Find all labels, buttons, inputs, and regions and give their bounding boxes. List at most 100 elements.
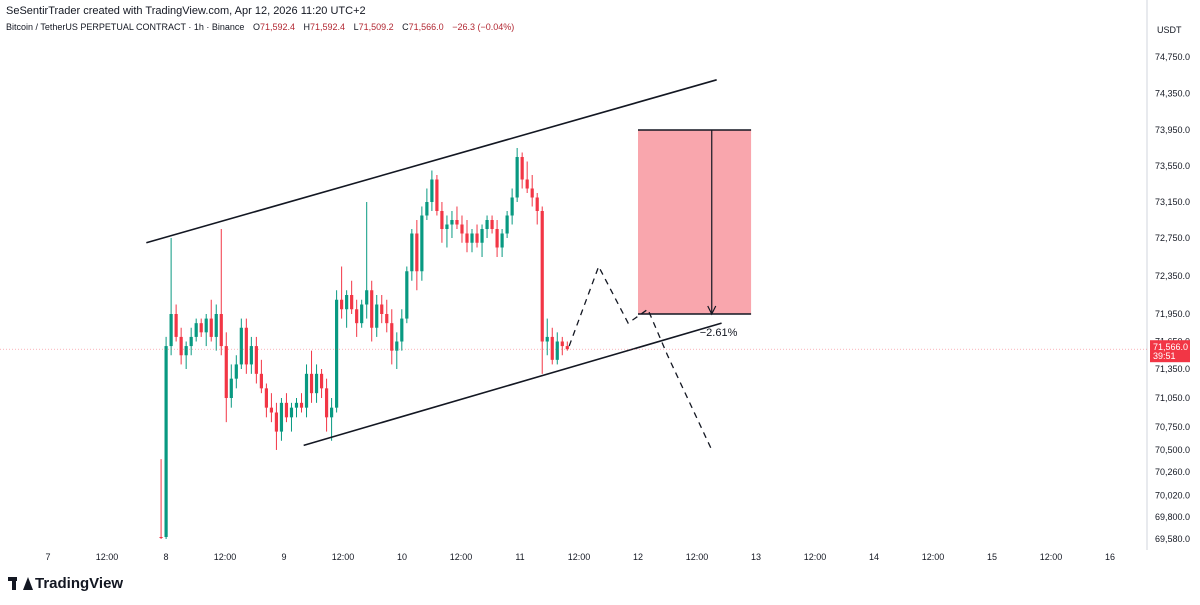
- price-tick-label: 71,350.0: [1155, 364, 1190, 374]
- candle: [269, 393, 274, 423]
- candle: [375, 295, 379, 337]
- candle: [279, 398, 284, 441]
- candle: [525, 161, 529, 193]
- candle: [505, 211, 509, 238]
- candle: [405, 266, 409, 324]
- price-tick-label: 70,500.0: [1155, 445, 1190, 455]
- candle: [340, 266, 344, 319]
- candle: [380, 295, 384, 324]
- candle: [209, 299, 213, 342]
- candle: [440, 202, 444, 243]
- candle: [284, 393, 289, 423]
- candle: [159, 459, 163, 539]
- candle: [214, 304, 218, 351]
- projection-path[interactable]: [568, 264, 713, 451]
- candle: [495, 220, 499, 257]
- candle: [329, 398, 334, 441]
- bar-countdown-label: 39:51: [1153, 351, 1176, 361]
- measure-arrow-head: [707, 305, 717, 316]
- time-tick-label: 12:00: [214, 552, 237, 562]
- channel-lower-line[interactable]: [303, 322, 722, 447]
- price-unit-label: USDT: [1157, 25, 1182, 35]
- candle: [545, 318, 549, 356]
- candle: [244, 318, 248, 374]
- candle: [169, 238, 173, 356]
- price-tick-label: 71,950.0: [1155, 309, 1190, 319]
- candle: [199, 318, 203, 337]
- candle: [194, 318, 198, 342]
- price-tick-label: 72,750.0: [1155, 233, 1190, 243]
- tradingview-logo[interactable]: TradingView: [8, 575, 123, 592]
- price-tick-label: 71,050.0: [1155, 393, 1190, 403]
- low-value: 71,509.2: [358, 22, 394, 32]
- candle: [299, 393, 304, 413]
- candle: [430, 170, 434, 211]
- candle: [550, 327, 554, 365]
- candle: [355, 299, 359, 337]
- time-tick-label: 12:00: [96, 552, 119, 562]
- candle: [365, 202, 369, 319]
- candle: [535, 193, 539, 225]
- candle: [445, 215, 449, 248]
- candle: [224, 332, 228, 423]
- target-range-box[interactable]: [638, 130, 752, 314]
- symbol-title[interactable]: Bitcoin / TetherUS PERPETUAL CONTRACT · …: [6, 22, 245, 32]
- tradingview-logo-icon: [8, 576, 33, 591]
- current-price-badge: [1150, 340, 1190, 363]
- candle: [515, 148, 519, 202]
- candle: [179, 327, 183, 365]
- current-price-label: 71,566.0: [1153, 342, 1188, 352]
- price-tick-label: 74,750.0: [1155, 52, 1190, 62]
- candle: [345, 290, 349, 328]
- candle: [304, 364, 309, 418]
- candle: [335, 290, 339, 413]
- time-tick-label: 12:00: [922, 552, 945, 562]
- candle: [174, 304, 178, 342]
- time-tick-label: 10: [397, 552, 407, 562]
- candle: [264, 383, 268, 418]
- candle: [530, 175, 534, 207]
- candle: [420, 206, 424, 281]
- change-value: −26.3 (−0.04%): [452, 22, 515, 32]
- candle: [500, 229, 504, 257]
- channel-upper-line[interactable]: [146, 79, 717, 244]
- candles-layer: [159, 148, 569, 539]
- candle: [560, 336, 564, 356]
- price-tick-label: 69,580.0: [1155, 534, 1190, 544]
- candle: [219, 229, 223, 356]
- candle: [450, 211, 454, 238]
- candle: [319, 369, 324, 398]
- time-tick-label: 12: [633, 552, 643, 562]
- candle: [204, 314, 208, 347]
- open-value: 71,592.4: [259, 22, 295, 32]
- candle: [309, 350, 314, 403]
- candle: [239, 318, 243, 369]
- candle: [350, 280, 354, 314]
- candle: [540, 206, 544, 374]
- high-value: 71,592.4: [310, 22, 346, 32]
- candle: [360, 299, 364, 328]
- candle: [460, 215, 464, 243]
- candle: [410, 229, 414, 281]
- candle: [234, 355, 238, 389]
- candle: [435, 175, 439, 216]
- time-tick-label: 12:00: [804, 552, 827, 562]
- candle: [490, 215, 494, 234]
- candle: [324, 378, 329, 432]
- time-tick-label: 11: [515, 552, 524, 562]
- price-tick-label: 73,150.0: [1155, 197, 1190, 207]
- open-label: O: [252, 22, 260, 32]
- candle: [254, 336, 258, 384]
- time-tick-label: 15: [987, 552, 997, 562]
- price-tick-label: 73,950.0: [1155, 125, 1190, 135]
- time-tick-label: 12:00: [1040, 552, 1063, 562]
- price-tick-label: 69,800.0: [1155, 512, 1190, 522]
- chart-credit: SeSentirTrader created with TradingView.…: [6, 5, 366, 17]
- measure-percent-label: −2.61%: [700, 327, 738, 339]
- price-tick-label: 72,350.0: [1155, 271, 1190, 281]
- close-label: C: [402, 22, 409, 32]
- close-value: 71,566.0: [408, 22, 444, 32]
- candle: [294, 398, 299, 418]
- candle: [480, 224, 484, 257]
